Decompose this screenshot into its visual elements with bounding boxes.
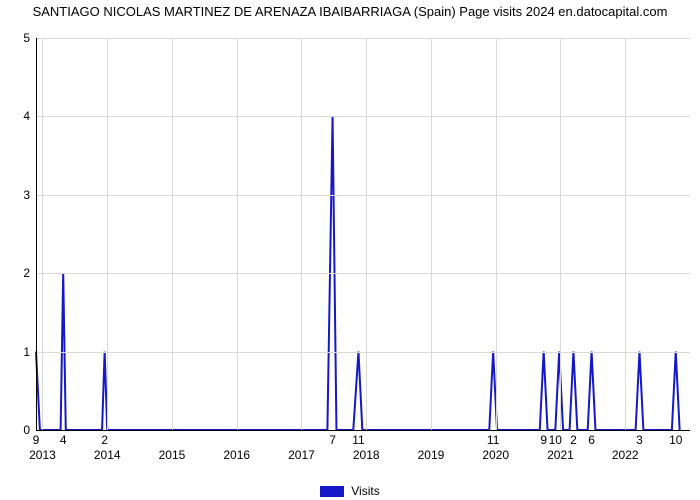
plot-area: 0123452013201420152016201720182019202020…: [36, 38, 690, 430]
value-label: 2: [101, 433, 108, 447]
gridline-horizontal: [36, 273, 690, 274]
y-tick-label: 5: [23, 31, 30, 45]
x-tick-label: 2015: [159, 448, 186, 462]
x-tick-label: 2014: [94, 448, 121, 462]
gridline-vertical: [172, 38, 173, 430]
x-tick-label: 2016: [223, 448, 250, 462]
value-label: 10: [549, 433, 562, 447]
value-label: 9: [33, 433, 40, 447]
y-tick-label: 1: [23, 345, 30, 359]
gridline-horizontal: [36, 116, 690, 117]
legend-label: Visits: [351, 484, 379, 498]
value-label: 3: [636, 433, 643, 447]
chart-container: SANTIAGO NICOLAS MARTINEZ DE ARENAZA IBA…: [0, 0, 700, 500]
y-tick-label: 0: [23, 423, 30, 437]
x-tick-label: 2018: [353, 448, 380, 462]
value-label: 2: [570, 433, 577, 447]
y-tick-label: 2: [23, 266, 30, 280]
legend: Visits: [0, 484, 700, 498]
x-tick-label: 2019: [418, 448, 445, 462]
gridline-vertical: [107, 38, 108, 430]
value-label: 10: [669, 433, 682, 447]
x-tick-label: 2021: [547, 448, 574, 462]
x-tick-label: 2022: [612, 448, 639, 462]
gridline-vertical: [560, 38, 561, 430]
gridline-vertical: [431, 38, 432, 430]
gridline-horizontal: [36, 352, 690, 353]
gridline-vertical: [366, 38, 367, 430]
gridline-vertical: [237, 38, 238, 430]
x-tick-label: 2013: [29, 448, 56, 462]
gridline-vertical: [496, 38, 497, 430]
y-tick-label: 3: [23, 188, 30, 202]
chart-title: SANTIAGO NICOLAS MARTINEZ DE ARENAZA IBA…: [0, 4, 700, 20]
gridline-vertical: [301, 38, 302, 430]
value-label: 9: [540, 433, 547, 447]
value-label: 7: [329, 433, 336, 447]
legend-swatch: [320, 486, 344, 497]
value-label: 6: [588, 433, 595, 447]
gridline-vertical: [42, 38, 43, 430]
y-tick-label: 4: [23, 109, 30, 123]
chart-svg: [36, 38, 690, 430]
x-tick-label: 2020: [482, 448, 509, 462]
x-tick-label: 2017: [288, 448, 315, 462]
gridline-horizontal: [36, 38, 690, 39]
value-label: 11: [352, 433, 364, 447]
gridline-horizontal: [36, 195, 690, 196]
value-label: 4: [60, 433, 67, 447]
x-axis-line: [36, 430, 690, 431]
y-axis-line: [36, 38, 37, 430]
value-label: 11: [487, 433, 499, 447]
gridline-vertical: [625, 38, 626, 430]
